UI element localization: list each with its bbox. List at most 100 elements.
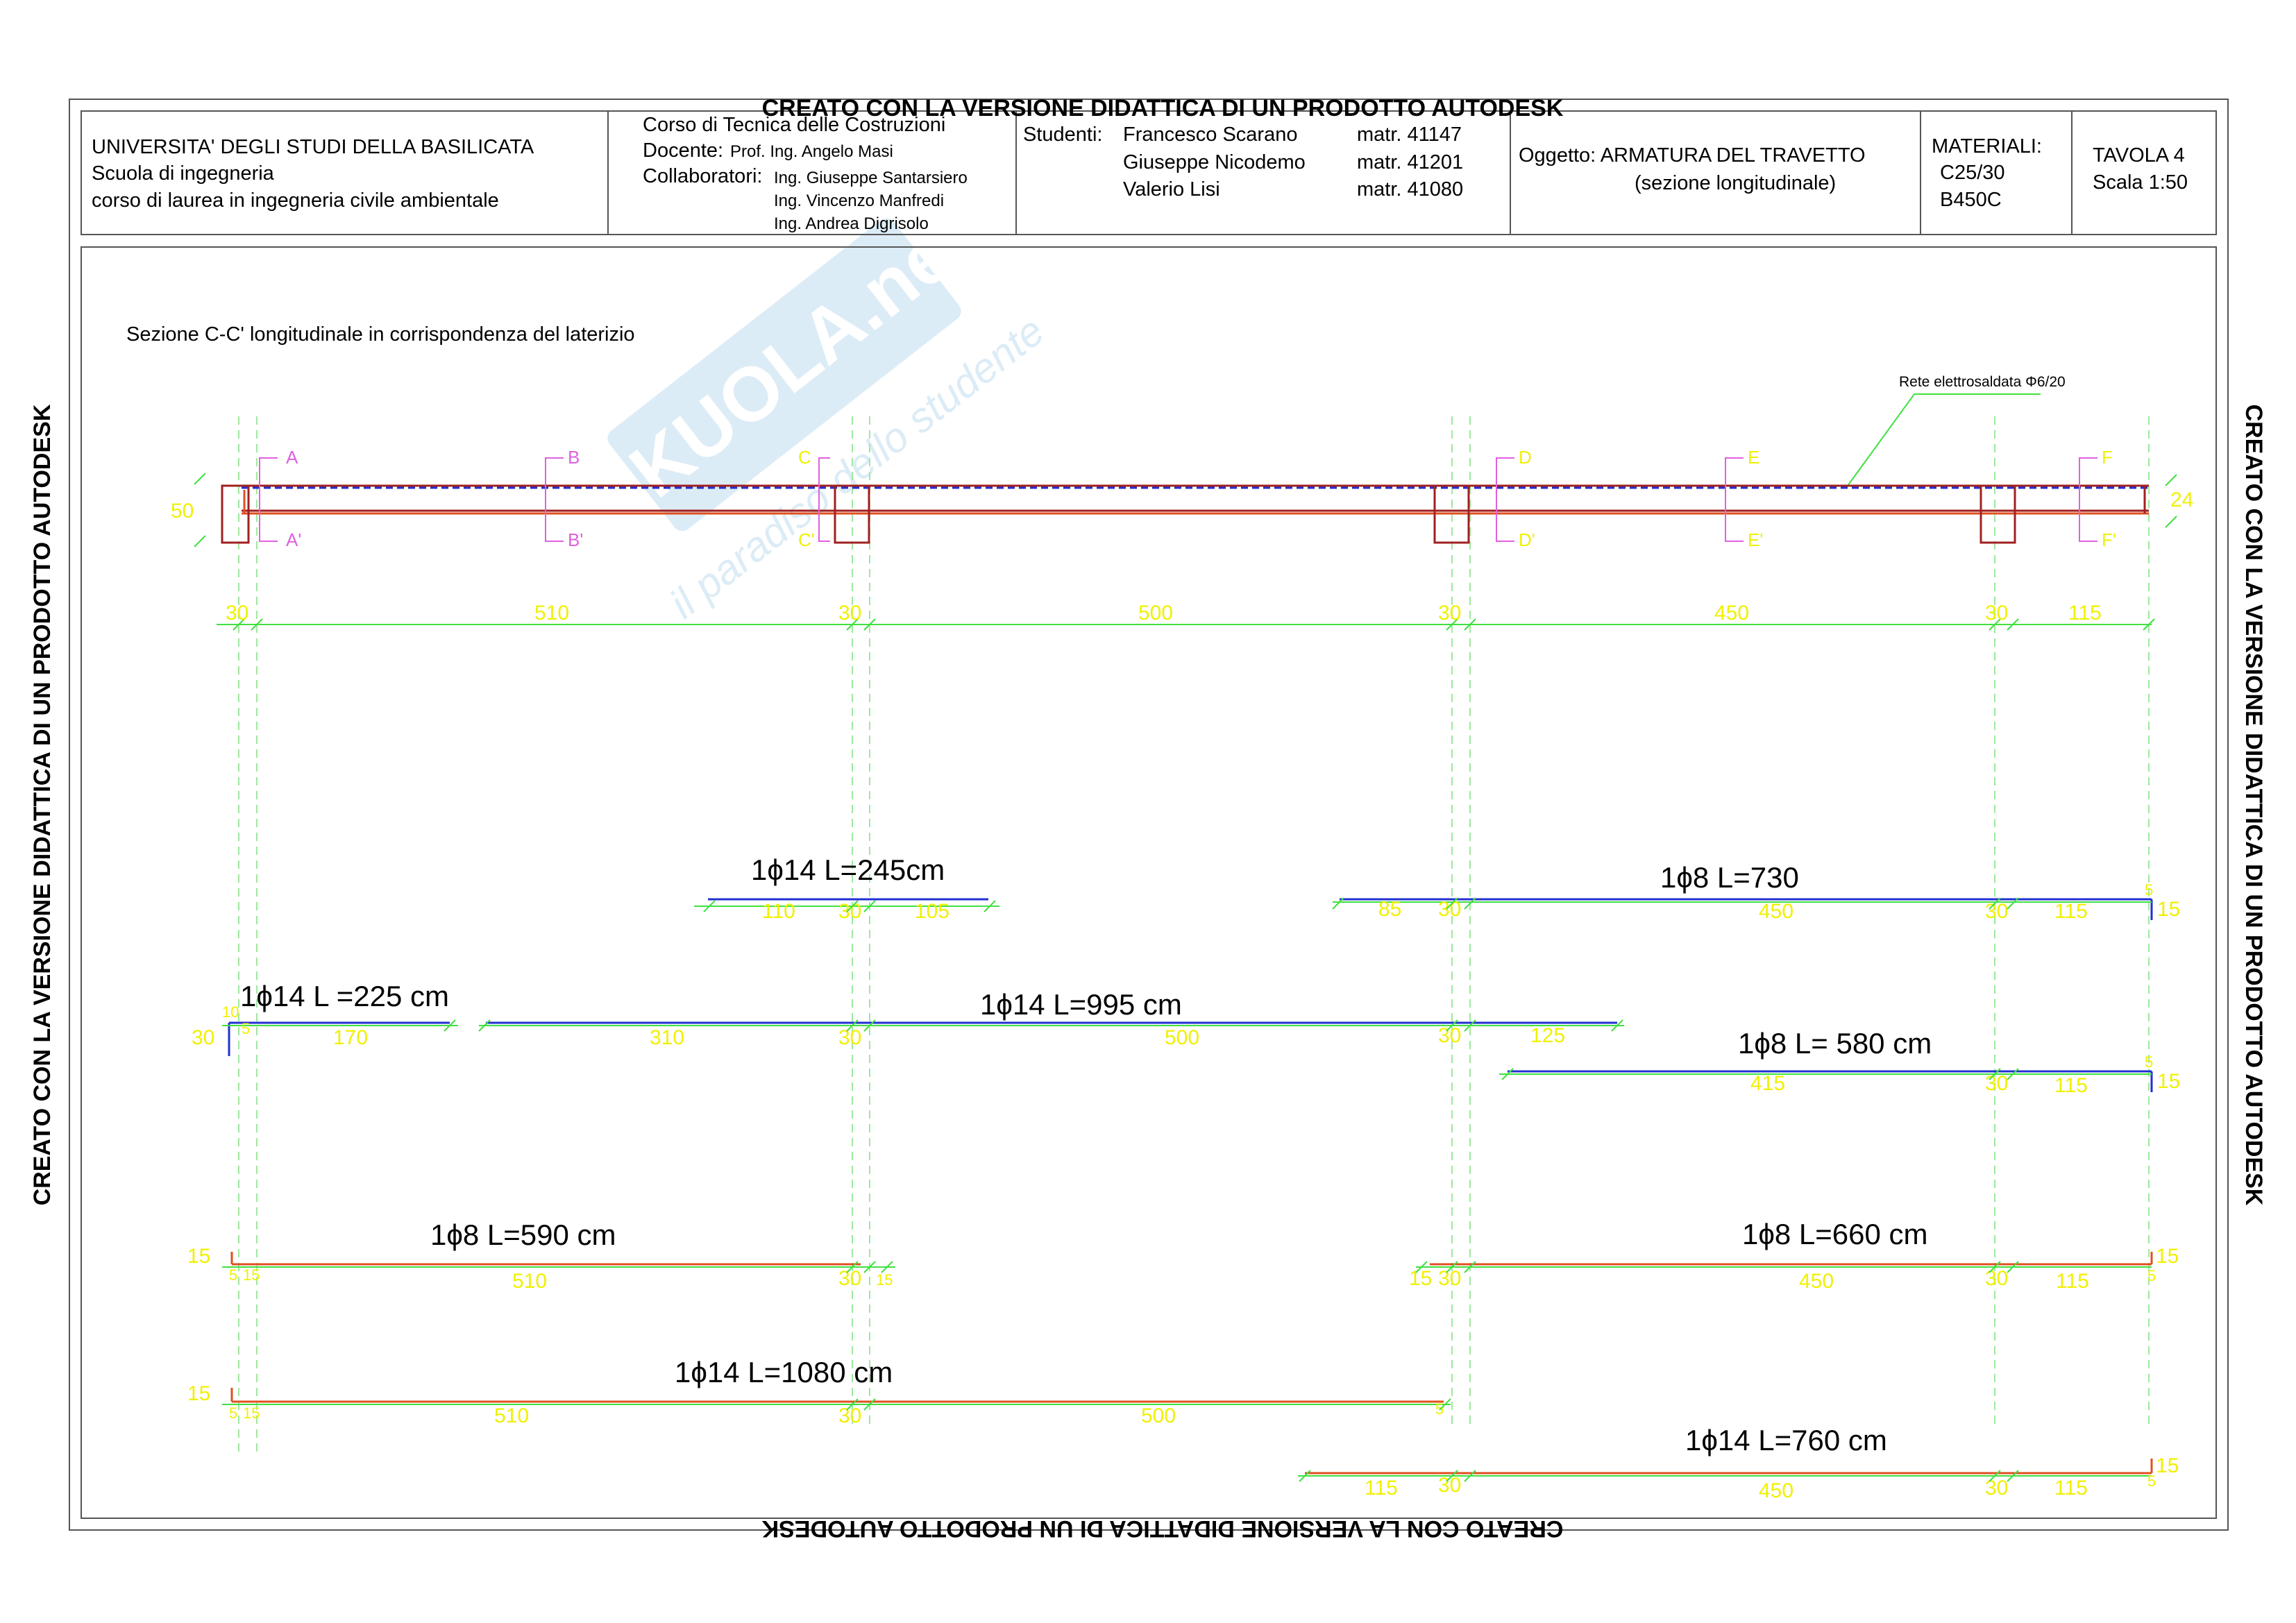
degree-name: corso di laurea in ingegneria civile amb… xyxy=(92,189,499,212)
bar-7-dim-3: 450 xyxy=(1799,1270,1834,1293)
span-4: 500 xyxy=(1138,602,1173,624)
bar-3-dim-3: 5 xyxy=(242,1020,250,1037)
bar-3-dim-2: 10 xyxy=(222,1003,239,1021)
bar-2-dim-2: 30 xyxy=(1438,898,1461,921)
span-5: 30 xyxy=(1438,602,1461,624)
bar-2-dim-4: 30 xyxy=(1985,900,2008,923)
student-1-matr: matr. 41147 xyxy=(1357,124,1462,146)
materiale-2: B450C xyxy=(1940,189,2002,211)
bar-3: 1ϕ14 L =225 cm 30 10 5 170 xyxy=(192,980,458,1056)
bar-1-dim-1: 110 xyxy=(762,900,795,923)
section-title: Sezione C-C' longitudinale in corrispond… xyxy=(126,323,635,346)
bar-4-label: 1ϕ14 L=995 cm xyxy=(980,988,1182,1021)
bar-6-dim-4: 510 xyxy=(512,1270,547,1293)
docente-name: Prof. Ing. Angelo Masi xyxy=(730,142,893,161)
university-name: UNIVERSITA' DEGLI STUDI DELLA BASILICATA xyxy=(92,136,534,158)
materiali-label: MATERIALI: xyxy=(1932,135,2042,158)
bar-1: 1ϕ14 L=245cm 110 30 105 xyxy=(694,853,999,923)
bar-6-dim-6: 15 xyxy=(876,1271,893,1289)
mark-f-prime: F' xyxy=(2102,529,2116,550)
bar-7-dim-4: 30 xyxy=(1985,1267,2008,1290)
section-markers xyxy=(259,457,2097,542)
bar-2-dim-5: 115 xyxy=(2054,900,2088,923)
bar-8-dim-3: 15 xyxy=(243,1404,260,1422)
beam-elevation: 50 24 xyxy=(171,416,2193,1457)
bar-9-hook: 15 xyxy=(2156,1454,2179,1477)
bar-4-dim-1: 310 xyxy=(650,1026,684,1049)
bar-8-dim-5: 30 xyxy=(838,1404,861,1427)
bar-4-dim-3: 500 xyxy=(1165,1026,1199,1049)
bar-8-dim-4: 510 xyxy=(494,1404,529,1427)
span-6: 450 xyxy=(1714,602,1749,624)
bar-5-dim-3: 115 xyxy=(2054,1074,2088,1097)
mesh-label: Rete elettrosaldata Φ6/20 xyxy=(1899,374,2066,390)
bar-dimension-ticks xyxy=(444,897,2019,1482)
bar-4-dim-2: 30 xyxy=(838,1026,861,1049)
bar-5-dim-1: 415 xyxy=(1750,1072,1785,1095)
mark-b-prime: B' xyxy=(568,529,583,550)
bar-1-dim-3: 105 xyxy=(915,900,949,923)
mark-a: A xyxy=(286,447,298,468)
collaboratore-2: Ing. Vincenzo Manfredi xyxy=(774,192,944,210)
span-8: 115 xyxy=(2068,602,2102,624)
bar-8-dim-6: 500 xyxy=(1141,1404,1176,1427)
height-right-label: 24 xyxy=(2170,488,2193,511)
bar-9-hook-small: 5 xyxy=(2147,1472,2156,1490)
bar-6-label: 1ϕ8 L=590 cm xyxy=(430,1218,616,1251)
bar-8-label: 1ϕ14 L=1080 cm xyxy=(675,1356,893,1388)
watermark-left: CREATO CON LA VERSIONE DIDATTICA DI UN P… xyxy=(29,404,56,1205)
bar-2-label: 1ϕ8 L=730 xyxy=(1660,861,1799,894)
logo-text: SKUOLA.net xyxy=(574,196,988,545)
mark-e: E xyxy=(1748,447,1759,468)
watermark-right: CREATO CON LA VERSIONE DIDATTICA DI UN P… xyxy=(2240,405,2267,1206)
students-label: Studenti: xyxy=(1023,124,1102,146)
bar-1-dim-2: 30 xyxy=(838,900,861,923)
bar-3-dim-4: 170 xyxy=(333,1026,368,1049)
bar-9-dim-5: 115 xyxy=(2054,1477,2088,1499)
bar-6-dim-1: 15 xyxy=(187,1245,210,1268)
drawing-frame xyxy=(81,246,2217,1519)
course-name: Corso di Tecnica delle Costruzioni xyxy=(643,114,945,136)
skuola-logo-watermark: SKUOLA.net il paradiso dello studente xyxy=(574,196,1052,627)
span-3: 30 xyxy=(838,602,861,624)
bar-5-hook-small: 5 xyxy=(2145,1053,2153,1071)
student-2-matr: matr. 41201 xyxy=(1357,151,1463,173)
watermark-top: CREATO CON LA VERSIONE DIDATTICA DI UN P… xyxy=(762,95,1564,121)
bar-5-dim-2: 30 xyxy=(1985,1072,2008,1095)
collaboratore-3: Ing. Andrea Digrisolo xyxy=(774,214,929,233)
span-dimension-line xyxy=(217,618,2155,631)
span-7: 30 xyxy=(1985,602,2008,624)
bar-7-dim-2: 30 xyxy=(1438,1267,1461,1290)
span-1: 30 xyxy=(226,602,248,624)
tavola-number: TAVOLA 4 xyxy=(2093,144,2185,167)
mark-c-prime: C' xyxy=(798,529,815,550)
bar-6-dim-5: 30 xyxy=(838,1267,861,1290)
mark-e-prime: E' xyxy=(1748,529,1763,550)
docente-label: Docente: xyxy=(643,139,723,162)
oggetto-sub: (sezione longitudinale) xyxy=(1635,172,1836,194)
bar-3-dim-1: 30 xyxy=(192,1026,214,1049)
student-3-name: Valerio Lisi xyxy=(1123,178,1220,201)
scala: Scala 1:50 xyxy=(2093,171,2188,194)
bar-7-hook-small: 5 xyxy=(2147,1267,2156,1284)
bar-8-dim-2: 5 xyxy=(229,1404,237,1422)
title-block xyxy=(607,111,2073,235)
mark-b: B xyxy=(568,447,580,468)
bar-8: 1ϕ14 L=1080 cm 15 5 15 510 30 500 5 xyxy=(187,1356,1451,1427)
bar-1-label: 1ϕ14 L=245cm xyxy=(751,853,945,886)
outer-frame xyxy=(69,99,2229,1531)
collaboratore-1: Ing. Giuseppe Santarsiero xyxy=(774,169,968,187)
bar-8-dim-1: 15 xyxy=(187,1382,210,1405)
bar-6: 1ϕ8 L=590 cm 15 5 15 510 30 15 xyxy=(187,1218,895,1293)
mark-d: D xyxy=(1519,447,1532,468)
school-name: Scuola di ingegneria xyxy=(92,162,275,185)
title-block-frame xyxy=(81,110,2217,235)
bar-2-hook-small: 5 xyxy=(2145,881,2153,899)
bar-2-dim-3: 450 xyxy=(1759,900,1793,923)
watermark-bottom: CREATO CON LA VERSIONE DIDATTICA DI UN P… xyxy=(761,1515,1563,1542)
bar-2: 1ϕ8 L=730 85 30 450 30 115 15 5 xyxy=(1333,861,2180,923)
bar-7-dim-1: 15 xyxy=(1409,1267,1432,1290)
oggetto: Oggetto: ARMATURA DEL TRAVETTO xyxy=(1519,144,1866,167)
mark-d-prime: D' xyxy=(1519,529,1535,550)
